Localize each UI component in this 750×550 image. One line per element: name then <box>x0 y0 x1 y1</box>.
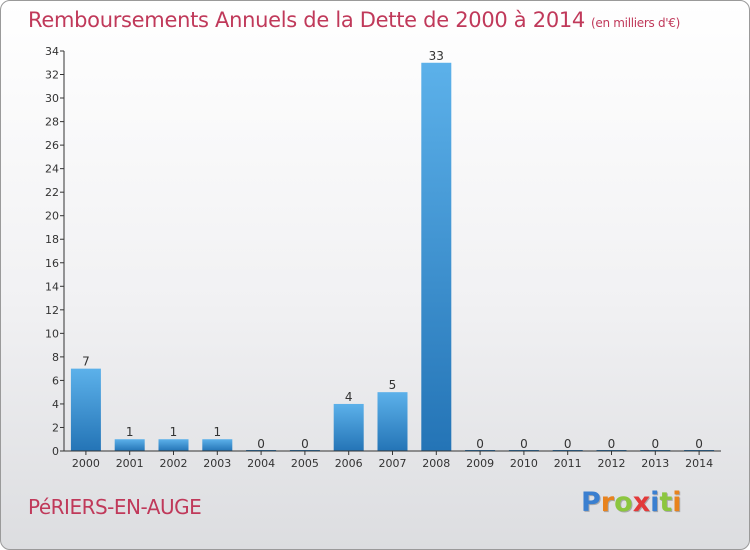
y-tick-label: 24 <box>45 163 59 176</box>
chart-title: Remboursements Annuels de la Dette de 20… <box>28 8 680 32</box>
y-tick-label: 2 <box>52 421 59 434</box>
y-tick-label: 16 <box>45 257 59 270</box>
y-tick-label: 32 <box>45 69 59 82</box>
data-label-2013: 0 <box>651 437 659 451</box>
data-label-2012: 0 <box>608 437 616 451</box>
y-tick-label: 22 <box>45 186 59 199</box>
logo-letter: r <box>600 487 615 518</box>
data-label-2007: 5 <box>389 378 397 392</box>
y-tick-label: 18 <box>45 233 59 246</box>
data-label-2006: 4 <box>345 390 353 404</box>
x-tick-label-2010: 2010 <box>510 457 538 470</box>
logo-letter: i <box>650 487 660 518</box>
data-label-2003: 1 <box>213 425 221 439</box>
y-tick-label: 4 <box>52 398 59 411</box>
y-tick-label: 28 <box>45 116 59 129</box>
data-label-2009: 0 <box>476 437 484 451</box>
commune-name: PéRIERS-EN-AUGE <box>28 495 202 519</box>
title-text: Remboursements Annuels de la Dette de 20… <box>28 8 585 32</box>
bars: 7 1 1 1 0 0 4 5 33 0 0 0 0 0 0 <box>70 49 715 451</box>
x-tick-label-2004: 2004 <box>247 457 275 470</box>
y-tick-label: 20 <box>45 210 59 223</box>
x-tick-label-2003: 2003 <box>203 457 231 470</box>
x-tick-label-2012: 2012 <box>598 457 626 470</box>
bar-2003 <box>202 439 233 451</box>
bar-2006 <box>333 403 364 451</box>
unit-label: (en milliers d'€) <box>591 16 681 30</box>
data-label-2014: 0 <box>695 437 703 451</box>
x-tick-label-2005: 2005 <box>291 457 319 470</box>
y-tick-label: 0 <box>52 445 59 458</box>
data-label-2008: 33 <box>429 49 444 63</box>
bar-2002 <box>158 439 189 451</box>
logo-letter: i <box>672 487 682 518</box>
bar-2007 <box>377 392 408 451</box>
y-tick-label: 8 <box>52 351 59 364</box>
y-tick-label: 26 <box>45 139 59 152</box>
data-label-2001: 1 <box>126 425 134 439</box>
bar-2001 <box>114 439 145 451</box>
data-label-2005: 0 <box>301 437 309 451</box>
x-tick-label-2002: 2002 <box>160 457 188 470</box>
x-tick-label-2014: 2014 <box>685 457 713 470</box>
x-tick-label-2007: 2007 <box>379 457 407 470</box>
x-tick-label-2011: 2011 <box>554 457 582 470</box>
x-tick-label-2009: 2009 <box>466 457 494 470</box>
x-tick-label-2006: 2006 <box>335 457 363 470</box>
logo-letter: o <box>614 487 633 518</box>
data-label-2004: 0 <box>257 437 265 451</box>
y-tick-label: 12 <box>45 304 59 317</box>
x-tick-label-2013: 2013 <box>641 457 669 470</box>
y-tick-label: 14 <box>45 280 59 293</box>
bar-2000 <box>70 368 101 451</box>
x-tick-label-2008: 2008 <box>422 457 450 470</box>
logo-letter: P <box>581 487 601 518</box>
y-tick-label: 30 <box>45 92 59 105</box>
data-label-2002: 1 <box>170 425 178 439</box>
data-label-2011: 0 <box>564 437 572 451</box>
x-axis: 2000 2001 2002 2003 2004 2005 2006 2007 2008 2009… <box>64 450 721 470</box>
data-label-2000: 7 <box>82 355 90 369</box>
x-tick-label-2001: 2001 <box>116 457 144 470</box>
y-tick-label: 34 <box>45 45 59 58</box>
logo-letter: t <box>659 487 673 518</box>
x-tick-label-2000: 2000 <box>72 457 100 470</box>
proxiti-logo[interactable]: Proxiti <box>581 487 682 518</box>
logo-letter: x <box>632 487 651 518</box>
data-label-2010: 0 <box>520 437 528 451</box>
bar-2008 <box>421 62 452 451</box>
y-tick-label: 6 <box>52 374 59 387</box>
y-tick-label: 10 <box>45 327 59 340</box>
